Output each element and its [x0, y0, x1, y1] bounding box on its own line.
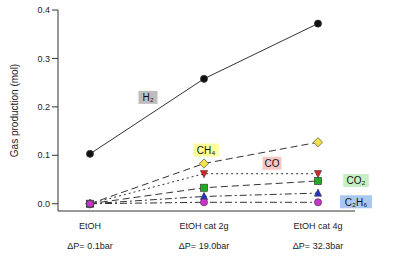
svg-text:0.3: 0.3	[37, 54, 50, 64]
svg-text:0.0: 0.0	[37, 199, 50, 209]
svg-text:ΔP= 19.0bar: ΔP= 19.0bar	[179, 241, 229, 251]
svg-text:EtOH cat 2g: EtOH cat 2g	[179, 221, 228, 231]
svg-text:CO₂: CO₂	[347, 175, 366, 186]
svg-text:H₂: H₂	[142, 92, 153, 103]
svg-text:CO: CO	[265, 158, 280, 169]
svg-text:ΔP= 0.1bar: ΔP= 0.1bar	[67, 241, 112, 251]
svg-text:EtOH: EtOH	[79, 221, 101, 231]
svg-text:CH₄: CH₄	[197, 145, 216, 156]
svg-text:Gas production (mol): Gas production (mol)	[9, 64, 20, 157]
svg-text:EtOH cat 4g: EtOH cat 4g	[293, 221, 342, 231]
svg-text:C₂H₆: C₂H₆	[345, 197, 367, 208]
svg-text:0.1: 0.1	[37, 150, 50, 160]
svg-text:ΔP= 32.3bar: ΔP= 32.3bar	[293, 241, 343, 251]
svg-text:0.2: 0.2	[37, 102, 50, 112]
svg-text:0.4: 0.4	[37, 5, 50, 15]
